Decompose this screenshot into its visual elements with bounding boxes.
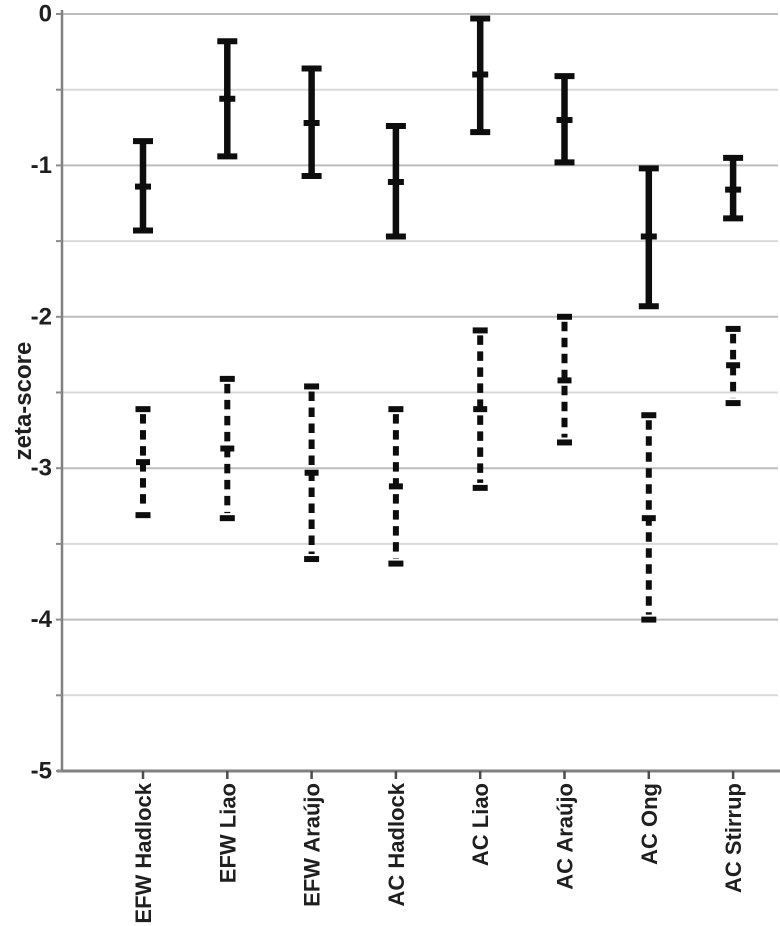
x-category-label: AC Araújo: [553, 783, 578, 890]
error-bar-solid-6: [638, 165, 659, 310]
x-category-label: AC Stirrup: [721, 783, 746, 893]
error-bar-dashed-1: [219, 375, 235, 522]
y-axis-title: zeta-score: [10, 341, 37, 461]
error-bar-solid-4: [470, 15, 491, 136]
error-bar-dashed-5: [557, 313, 572, 446]
error-bar-solid-1: [217, 38, 238, 160]
x-category-label: AC Ong: [637, 783, 662, 865]
x-category-label: EFW Liao: [215, 783, 240, 883]
error-bar-dashed-6: [641, 412, 657, 623]
error-bar-solid-3: [385, 123, 406, 240]
error-bar-dashed-7: [725, 325, 741, 407]
error-bar-dashed-2: [304, 383, 320, 563]
error-bar-dashed-0: [135, 406, 151, 519]
y-tick-label: -1: [31, 152, 52, 179]
error-bar-solid-2: [301, 65, 322, 179]
error-bar-dashed-4: [472, 327, 488, 491]
y-tick-label: -4: [31, 606, 53, 633]
x-category-label: EFW Araújo: [300, 783, 325, 907]
x-category-label: EFW Hadlock: [131, 782, 156, 923]
y-tick-label: -5: [31, 758, 52, 785]
y-tick-label: 0: [39, 1, 52, 28]
y-tick-label: -3: [31, 455, 52, 482]
y-tick-label: -2: [31, 303, 52, 330]
error-bar-dashed-3: [388, 406, 404, 567]
error-bar-solid-5: [554, 73, 575, 166]
error-bar-solid-7: [723, 154, 744, 222]
x-category-label: AC Liao: [468, 783, 493, 866]
error-bar-solid-0: [133, 138, 153, 234]
x-category-label: AC Hadlock: [384, 782, 409, 906]
